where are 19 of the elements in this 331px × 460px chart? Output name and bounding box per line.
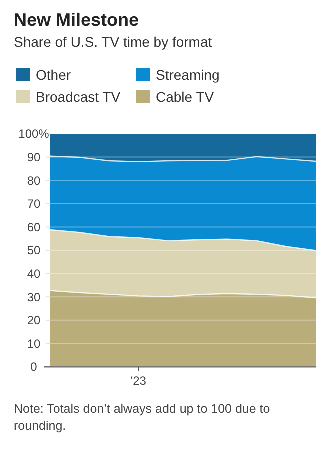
y-tick-label: 10: [27, 336, 41, 351]
chart-title: New Milestone: [14, 10, 140, 30]
y-tick-label: 100%: [18, 127, 50, 142]
y-tick-label: 50: [27, 244, 41, 258]
y-tick-label: 70: [27, 197, 41, 212]
x-tick-label: '23: [130, 374, 147, 388]
y-tick-label: 60: [27, 220, 41, 234]
y-tick-label: 30: [27, 290, 41, 304]
legend-label: Cable TV: [156, 89, 215, 105]
legend-label: Other: [36, 67, 72, 83]
y-tick-label: 20: [27, 314, 41, 328]
text: Note: Totals don’t always add up to 100 due to rounding.: [14, 402, 270, 433]
y-tick-label: 0: [30, 360, 38, 374]
chart-subtitle: Share of U.S. TV time by format: [14, 34, 212, 50]
y-tick-label: 40: [27, 267, 41, 281]
legend-label: Streaming: [156, 67, 220, 83]
legend-label: Broadcast TV: [36, 89, 122, 105]
y-tick-label: 90: [27, 150, 41, 164]
y-tick-label: 80: [27, 174, 41, 188]
